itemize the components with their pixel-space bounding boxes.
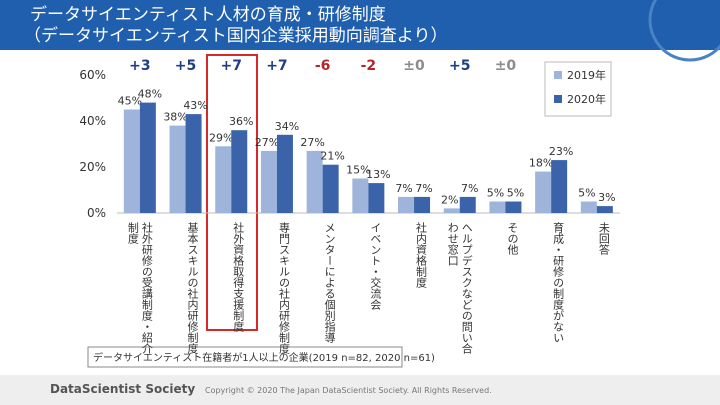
value-label: 2% [441,193,458,206]
difference-label: -6 [315,58,331,74]
bar [276,134,293,213]
bar [352,178,369,213]
value-label: 48% [138,88,162,101]
footer-copyright: Copyright © 2020 The Japan DataScientist… [205,386,492,395]
header-decoration [648,0,720,62]
value-label: 3% [598,191,615,204]
value-label: 18% [529,157,553,170]
value-label: 45% [118,95,142,108]
legend-swatch [554,71,562,79]
y-tick-label: 0% [87,206,106,220]
value-label: 38% [163,111,187,124]
value-label: 27% [255,136,279,149]
bar [596,206,613,213]
legend-label: 2019年 [567,68,606,82]
value-label: 15% [346,164,370,177]
note-box [87,346,403,368]
value-label: 34% [275,120,299,133]
value-label: 5% [487,187,504,200]
difference-label: +5 [175,58,196,74]
bar [322,164,339,213]
bar [185,114,202,213]
bar [169,125,186,213]
x-tick-label: メンターによる個別指導 [323,222,336,343]
value-label: 5% [507,187,524,200]
difference-label: +7 [221,58,242,74]
x-tick-label: イベント・交流会 [369,222,382,310]
y-tick-label: 20% [79,160,106,174]
bar [139,102,156,213]
bar [231,130,248,213]
bar [260,150,277,213]
x-tick-label: 制度 [126,222,139,245]
bar [580,201,597,213]
title: データサイエンティスト人材の育成・研修制度 [30,4,386,25]
bar [505,201,522,213]
value-label: 5% [578,187,595,200]
x-tick-label: わせ窓口 [446,222,459,266]
value-label: 36% [229,115,253,128]
bar [414,196,431,213]
x-tick-label: ヘルプデスクなどの問い合 [460,222,473,354]
note: データサイエンティスト在籍者が1人以上の企業(2019 n=82, 2020 n… [93,351,435,364]
value-label: 7% [395,182,412,195]
legend-label: 2020年 [567,92,606,106]
x-tick-label: 基本スキルの社内研修制度 [186,222,199,355]
bar [368,183,385,213]
subtitle: （データサイエンティスト国内企業採用動向調査より） [24,25,447,46]
value-label: 27% [300,136,324,149]
x-tick-label: その他 [506,222,519,255]
value-label: 7% [415,182,432,195]
x-tick-label: 社外研修の受講制度・紹介 [140,221,153,354]
y-tick-label: 40% [79,114,106,128]
difference-label: ±0 [495,58,517,74]
bar [489,201,506,213]
x-tick-label: 社内資格制度 [415,221,428,289]
value-label: 13% [366,168,390,181]
x-tick-label: 未回答 [597,222,610,256]
x-tick-label: 専門スキルの社内研修制度 [277,222,290,355]
difference-label: +7 [266,58,287,74]
difference-label: -2 [361,58,377,74]
difference-label: +5 [449,58,470,74]
difference-label: +3 [129,58,150,74]
legend-box [544,61,612,117]
bar [398,196,415,213]
footer-brand: DataScientist Society [50,382,195,396]
header-band [0,0,720,50]
bar [535,171,552,213]
y-tick-label: 60% [79,68,106,82]
value-label: 7% [461,182,478,195]
x-tick-label: 社外資格取得支援制度 [232,221,245,333]
bar [459,196,476,213]
value-label: 29% [209,131,233,144]
bar [123,109,140,213]
bar [215,146,232,213]
bar [306,150,323,213]
difference-label: ±0 [403,58,425,74]
value-label: 21% [320,150,344,163]
value-label: 23% [549,145,573,158]
x-tick-label: 育成・研修の制度がない [552,221,565,343]
value-label: 43% [183,99,207,112]
highlight-box [206,54,258,331]
bar [551,160,568,213]
footer-band [0,375,720,405]
legend-swatch [554,95,562,103]
bar [443,208,460,213]
